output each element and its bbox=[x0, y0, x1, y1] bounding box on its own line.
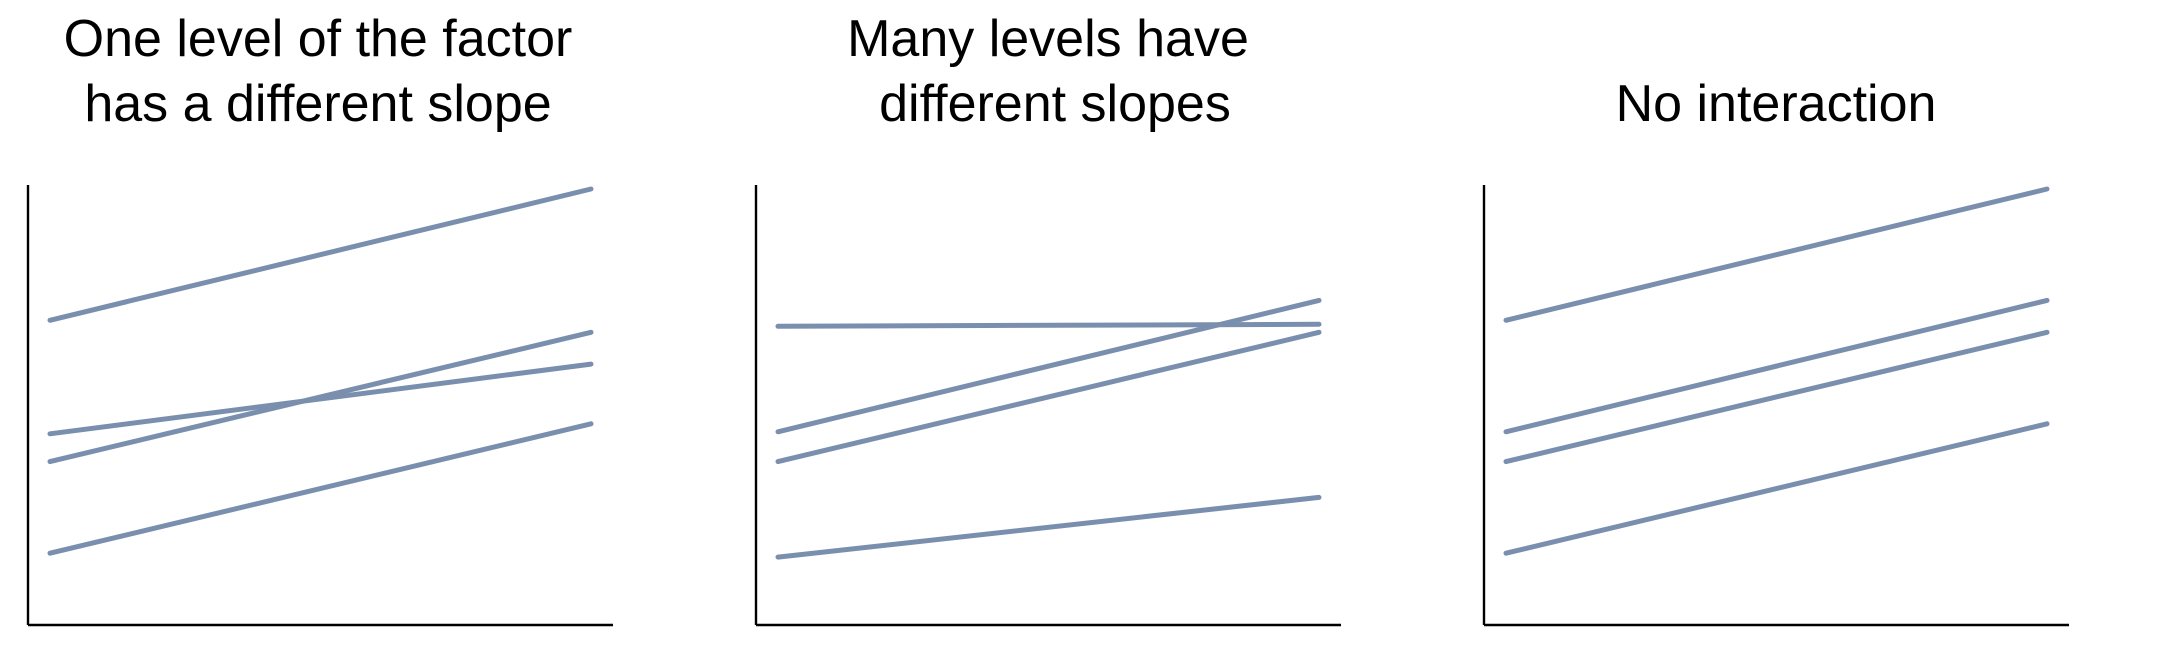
panel-3-series-line-1 bbox=[1503, 186, 2050, 323]
panel-1-title-line-1: One level of the factor bbox=[64, 10, 573, 68]
panel-2-series-line-1 bbox=[775, 321, 1322, 329]
panel-1-series-line-1 bbox=[47, 186, 594, 323]
panel-3-series-line-3 bbox=[1503, 329, 2050, 465]
panel-1-title-line-2: has a different slope bbox=[84, 75, 551, 133]
panel-3-title: No interaction bbox=[1616, 75, 1937, 133]
panel-2-series-line-4 bbox=[775, 494, 1322, 560]
panel-3: No interaction bbox=[1482, 75, 2069, 627]
panel-1-plot bbox=[47, 186, 594, 556]
panel-3-series-line-2 bbox=[1503, 297, 2050, 435]
panel-1-series-line-4 bbox=[47, 421, 594, 556]
panel-3-plot bbox=[1503, 186, 2050, 556]
panel-2-title-line-2: different slopes bbox=[879, 75, 1231, 133]
panel-2-series-line-3 bbox=[775, 329, 1322, 465]
panel-2-plot bbox=[775, 297, 1322, 560]
panel-2: Many levels have different slopes bbox=[754, 10, 1341, 627]
panel-1: One level of the factor has a different … bbox=[26, 10, 613, 627]
panel-3-series-line-4 bbox=[1503, 421, 2050, 556]
panel-2-series-line-2 bbox=[775, 297, 1322, 435]
panel-2-title-line-1: Many levels have bbox=[847, 10, 1249, 68]
panel-1-series-line-3 bbox=[47, 329, 594, 465]
